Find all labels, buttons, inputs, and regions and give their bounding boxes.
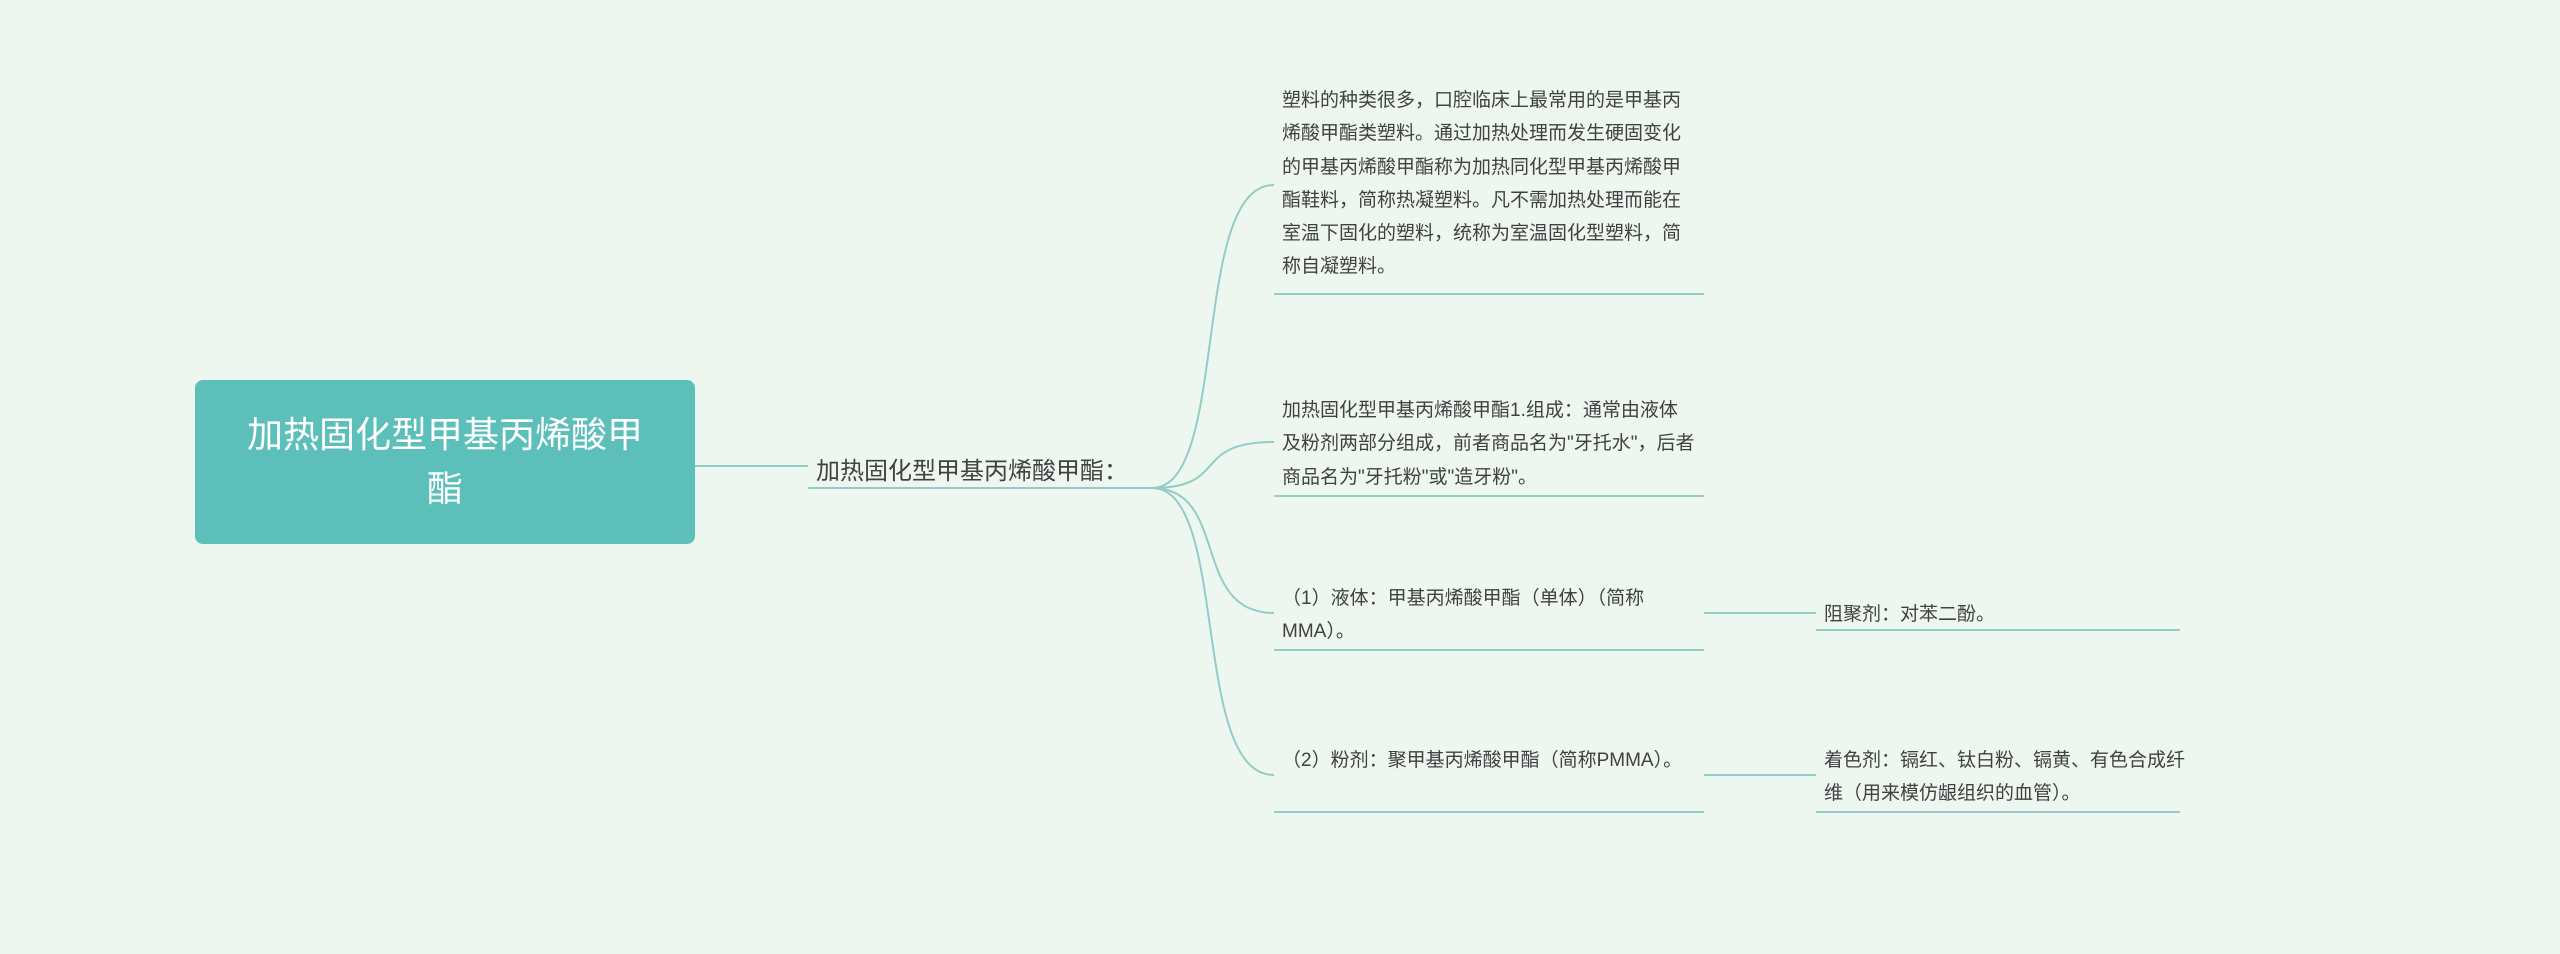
level2-text: 塑料的种类很多，口腔临床上最常用的是甲基丙烯酸甲酯类塑料。通过加热处理而发生硬固… bbox=[1282, 90, 1681, 277]
level2-node-1[interactable]: 加热固化型甲基丙烯酸甲酯1.组成：通常由液体及粉剂两部分组成，前者商品名为"牙托… bbox=[1274, 390, 1704, 498]
level3-node-0[interactable]: 阻聚剂：对苯二酚。 bbox=[1816, 594, 2196, 635]
level2-node-2[interactable]: （1）液体：甲基丙烯酸甲酯（单体）（简称MMA）。 bbox=[1274, 578, 1704, 653]
root-node-text: 加热固化型甲基丙烯酸甲酯 bbox=[247, 414, 643, 509]
level2-text: （1）液体：甲基丙烯酸甲酯（单体）（简称MMA）。 bbox=[1282, 588, 1644, 642]
level1-text: 加热固化型甲基丙烯酸甲酯： bbox=[816, 458, 1128, 485]
level2-text: 加热固化型甲基丙烯酸甲酯1.组成：通常由液体及粉剂两部分组成，前者商品名为"牙托… bbox=[1282, 400, 1695, 488]
level2-node-3[interactable]: （2）粉剂：聚甲基丙烯酸甲酯（简称PMMA）。 bbox=[1274, 740, 1704, 781]
level1-node[interactable]: 加热固化型甲基丙烯酸甲酯： bbox=[808, 448, 1136, 496]
level3-text: 着色剂：镉红、钛白粉、镉黄、有色合成纤维（用来模仿龈组织的血管）。 bbox=[1824, 750, 2185, 804]
level3-node-1[interactable]: 着色剂：镉红、钛白粉、镉黄、有色合成纤维（用来模仿龈组织的血管）。 bbox=[1816, 740, 2196, 815]
level2-node-0[interactable]: 塑料的种类很多，口腔临床上最常用的是甲基丙烯酸甲酯类塑料。通过加热处理而发生硬固… bbox=[1274, 80, 1704, 288]
level2-text: （2）粉剂：聚甲基丙烯酸甲酯（简称PMMA）。 bbox=[1282, 750, 1682, 771]
root-node[interactable]: 加热固化型甲基丙烯酸甲酯 bbox=[195, 380, 695, 544]
level3-text: 阻聚剂：对苯二酚。 bbox=[1824, 604, 1995, 625]
